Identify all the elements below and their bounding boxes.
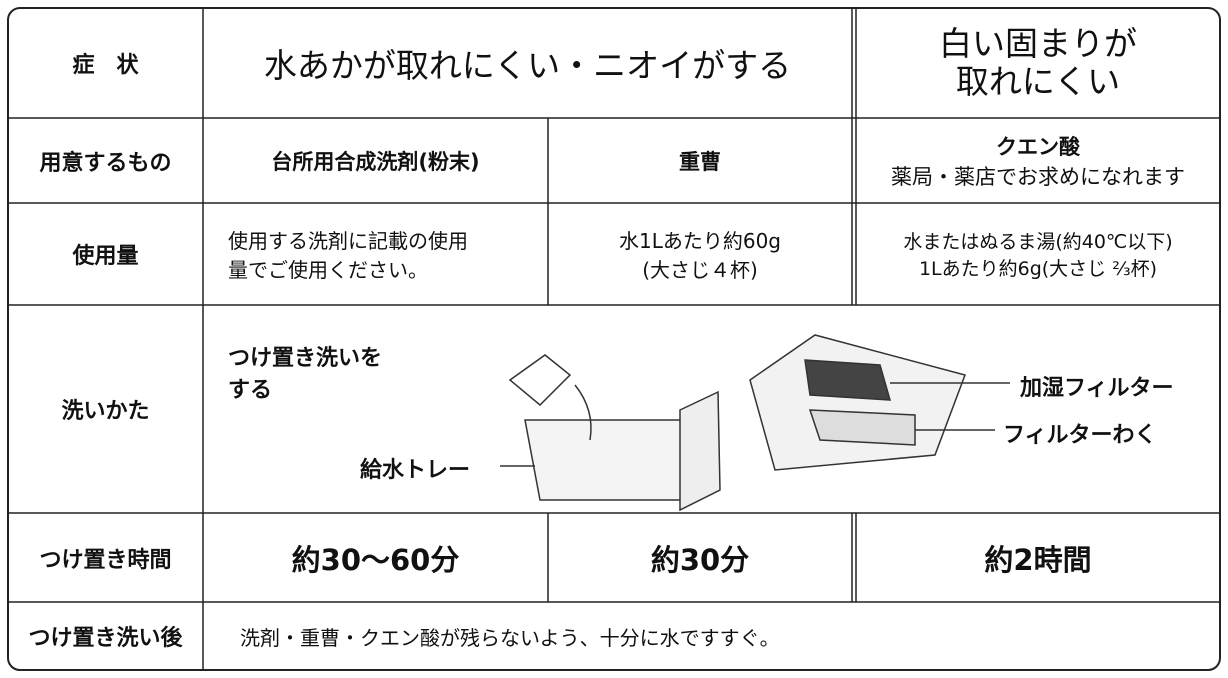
row-label: 使用量 (72, 244, 139, 269)
part-label: 加湿フィルター (1020, 376, 1174, 401)
note: 薬局・薬店でお求めになれます (891, 164, 1185, 189)
line: 1Lあたり約6g(大さじ ⅔杯) (918, 258, 1158, 280)
item: 台所用合成洗剤(粉末) (271, 149, 480, 174)
row-label: 症 状 (72, 53, 139, 78)
soak-time: 約30〜60分 (291, 542, 460, 577)
after-text: 洗剤・重曹・クエン酸が残らないよう、十分に水ですすぐ。 (240, 625, 780, 650)
line: (大さじ４杯) (642, 258, 758, 282)
line: 取れにくい (955, 62, 1121, 101)
line: 水またはぬるま湯(約40℃以下) (903, 231, 1173, 253)
line: 量でご使用ください。 (228, 258, 428, 282)
part-label: 給水トレー (360, 458, 471, 483)
line: する (228, 378, 273, 403)
soak-time: 約2時間 (984, 542, 1092, 577)
line: つけ置き洗いを (228, 346, 383, 371)
soak-time: 約30分 (650, 542, 750, 577)
item: 重曹 (679, 149, 721, 174)
item: クエン酸薬局・薬店でお求めになれます (856, 118, 1220, 203)
row-label: つけ置き時間 (39, 547, 172, 573)
amount: 使用する洗剤に記載の使用 量でご使用ください。 (203, 203, 548, 305)
amount: 水またはぬるま湯(約40℃以下) 1Lあたり約6g(大さじ ⅔杯) (856, 203, 1220, 305)
row-label: 用意するもの (39, 150, 172, 176)
line: クエン酸 (996, 134, 1080, 159)
row-label: つけ置き洗い後 (28, 626, 183, 651)
instruction: つけ置き洗いを する (228, 340, 382, 404)
line: 使用する洗剤に記載の使用 (228, 229, 468, 253)
symptom: 水あかが取れにくい・ニオイがする (263, 46, 792, 85)
symptom: 白い固まりが 取れにくい (856, 8, 1220, 118)
illustration (500, 334, 1010, 512)
amount: 水1Lあたり約60g (大さじ４杯) (548, 203, 852, 305)
row-label: 洗いかた (61, 399, 150, 424)
part-label: フィルターわく (1003, 423, 1157, 448)
line: 白い固まりが (939, 24, 1137, 63)
line: 水1Lあたり約60g (618, 229, 781, 253)
